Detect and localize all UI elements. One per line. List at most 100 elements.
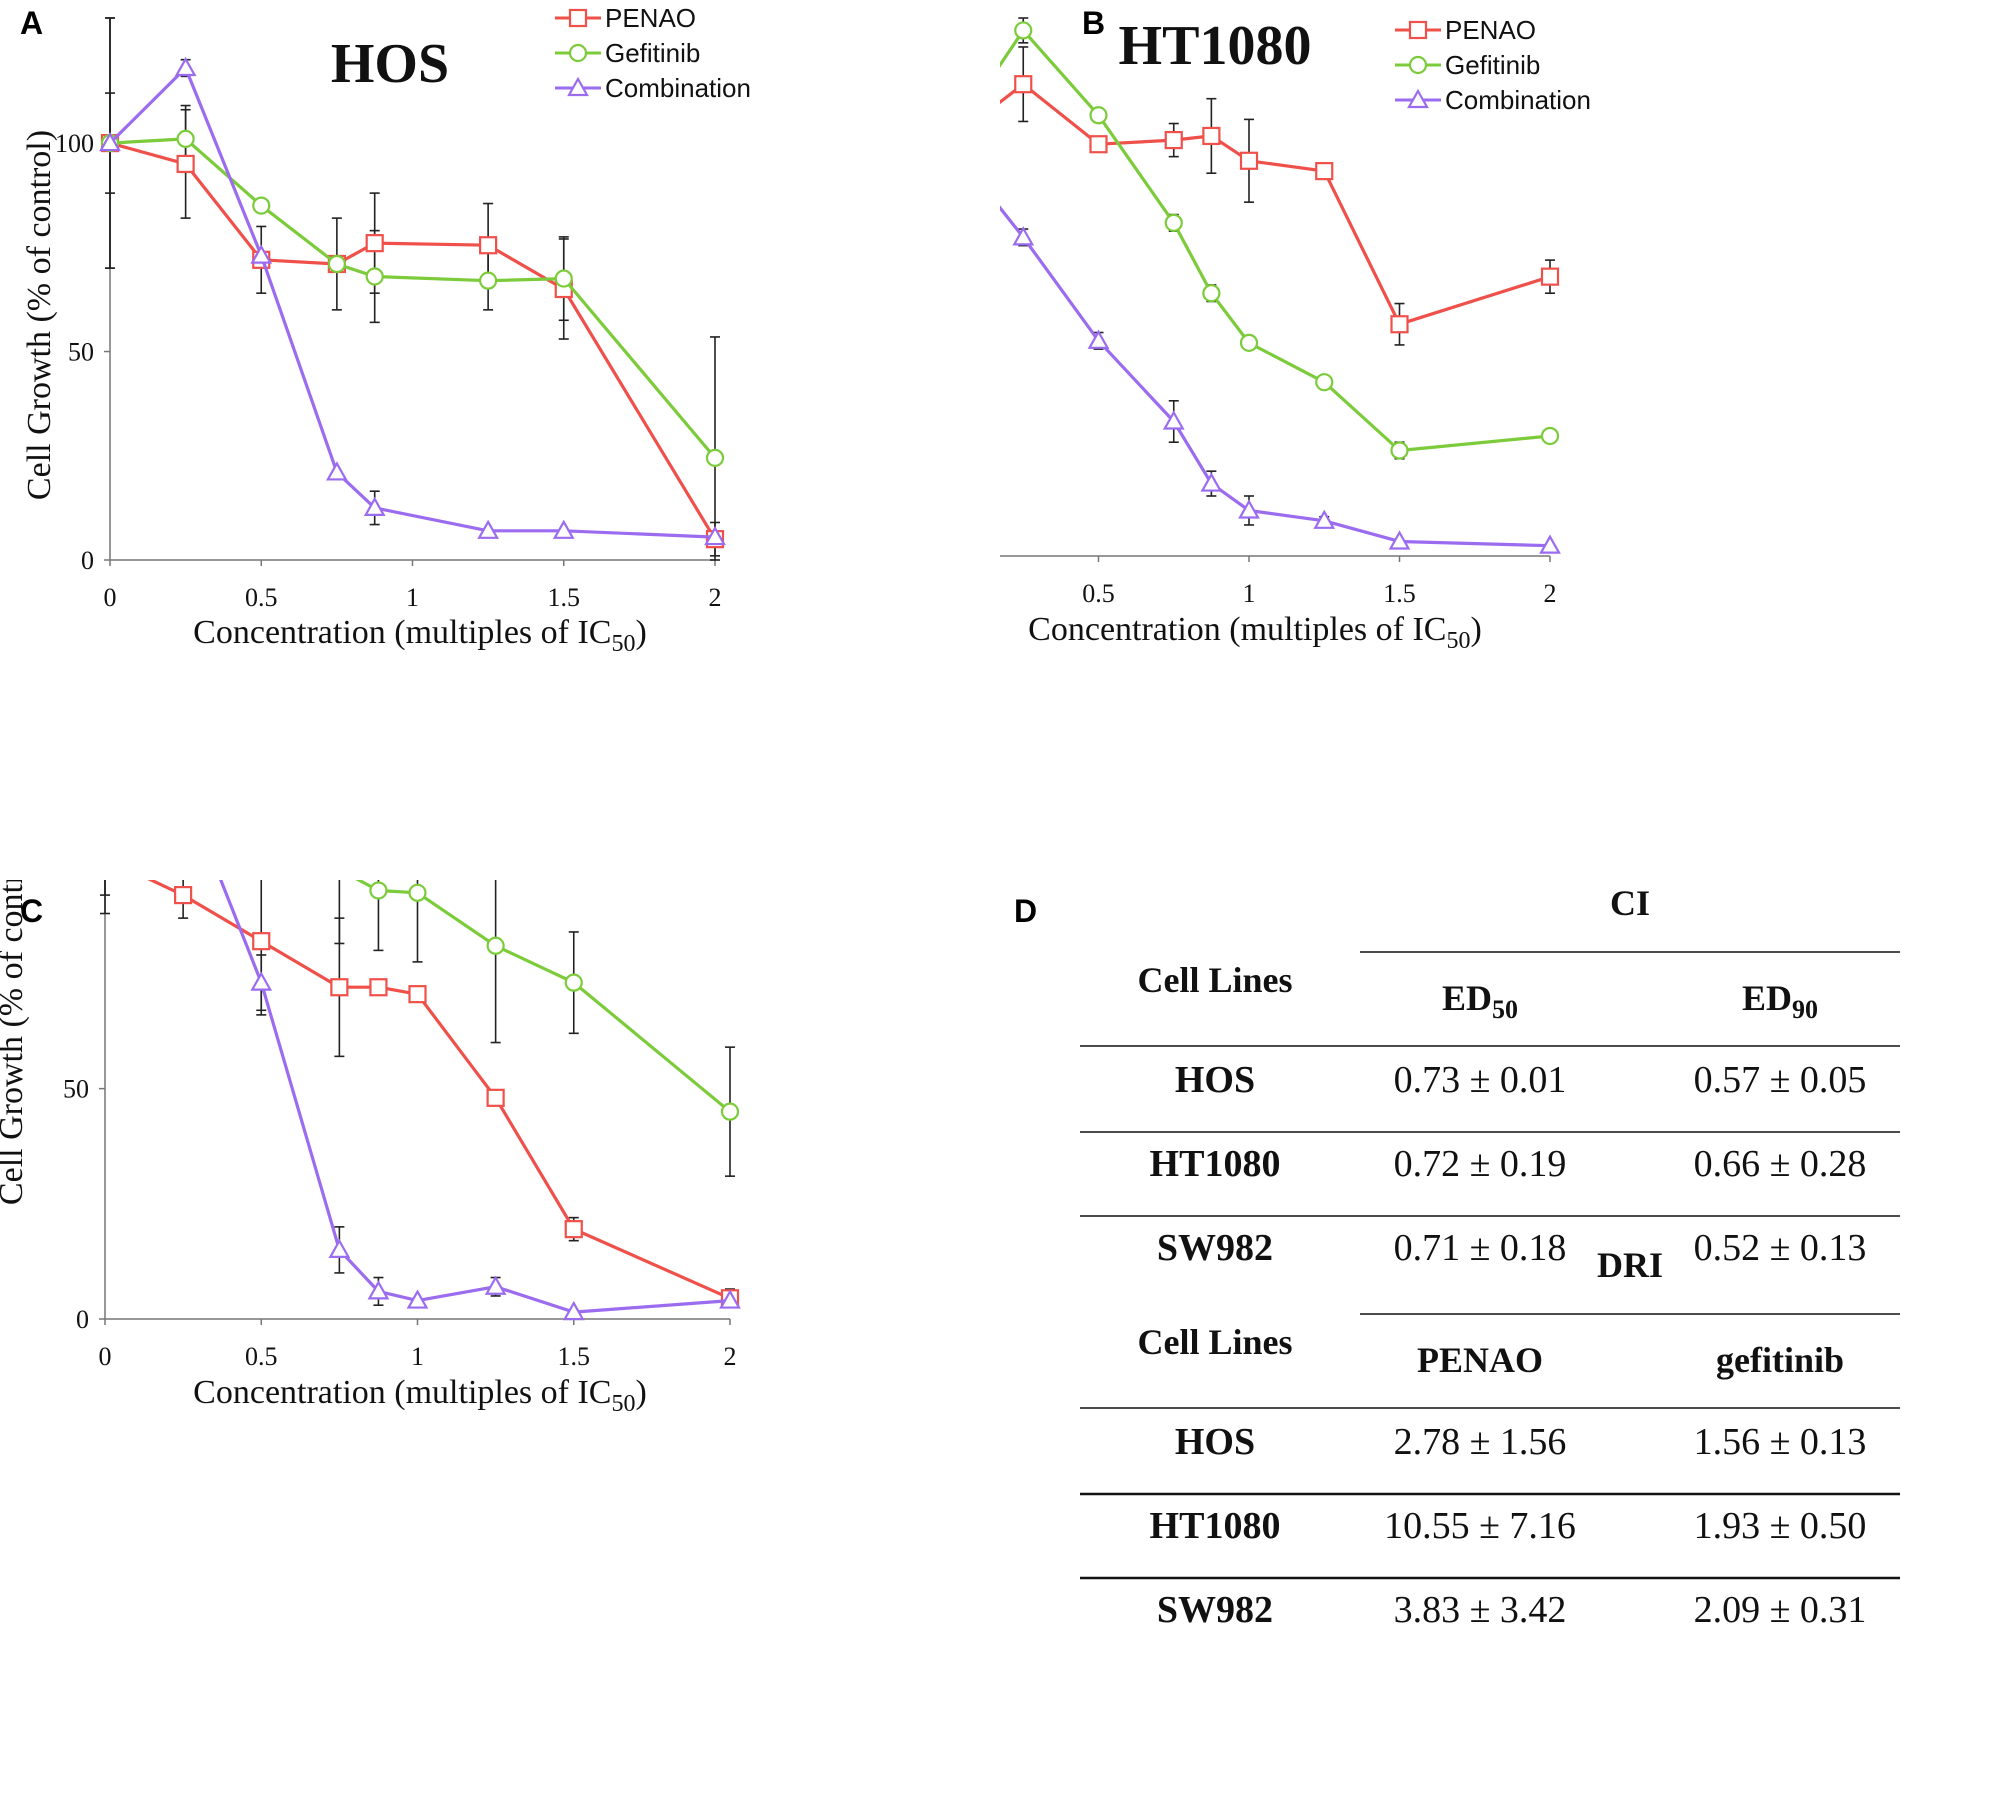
x-tick-label: 1.5 <box>558 1342 591 1371</box>
x-tick-label: 0.5 <box>245 583 278 612</box>
data-point-penao <box>1202 126 1221 146</box>
x-axis-label-subscript: 50 <box>1446 628 1470 654</box>
data-point-gefitinib <box>1239 333 1259 352</box>
data-point-gefitinib <box>554 269 573 288</box>
legend-marker <box>568 43 588 63</box>
data-point-penao <box>174 885 193 905</box>
chart-title: HT1080 <box>1119 15 1312 77</box>
table-cell: 0.72 ± 0.19 <box>1394 1143 1567 1185</box>
x-axis-label: Concentration (multiples of IC50) <box>193 614 647 657</box>
x-tick-label: 1.5 <box>1383 579 1416 608</box>
table-row-label: HT1080 <box>1150 1505 1281 1547</box>
data-point-combination <box>477 519 500 539</box>
data-point-combination <box>1238 499 1260 519</box>
data-point-combination <box>174 56 197 77</box>
data-point-gefitinib <box>564 973 583 992</box>
data-point-gefitinib <box>369 881 388 900</box>
table-cell: 0.66 ± 0.28 <box>1694 1143 1867 1185</box>
data-point-combination <box>250 244 273 264</box>
data-point-combination <box>406 1289 429 1309</box>
data-point-combination <box>1539 534 1561 554</box>
x-axis-label: Concentration (multiples of IC50) <box>1028 611 1482 654</box>
table-row-label: SW982 <box>1157 1589 1273 1631</box>
data-point-penao <box>1540 267 1560 286</box>
table-column-header-subscript: 50 <box>1492 995 1518 1024</box>
x-axis-label-main: Concentration (multiples of IC <box>193 614 611 651</box>
data-point-penao <box>1164 130 1183 150</box>
x-tick-label: 1.5 <box>548 583 581 612</box>
x-axis-label-main: Concentration (multiples of IC <box>1028 611 1446 648</box>
legend-label: PENAO <box>1445 15 1536 45</box>
data-point-combination <box>1162 410 1185 430</box>
data-point-combination <box>562 1300 585 1321</box>
data-point-combination <box>1388 530 1411 550</box>
x-axis-label-end: ) <box>635 614 646 651</box>
table-cell: 1.93 ± 0.50 <box>1694 1505 1867 1547</box>
data-point-combination <box>250 971 273 991</box>
y-tick-label: 50 <box>63 1075 89 1104</box>
panel-letter-c: C <box>20 893 43 929</box>
table-row-header: Cell Lines <box>1137 960 1292 1000</box>
table-column-header-main: ED <box>1742 978 1792 1018</box>
table-column-header: ED90 <box>1742 978 1818 1024</box>
table-column-header-main: PENAO <box>1417 1340 1543 1380</box>
data-point-combination <box>99 131 121 152</box>
x-tick-label: 2 <box>709 583 722 612</box>
y-tick-label: 0 <box>76 1305 89 1334</box>
data-point-gefitinib <box>408 883 427 902</box>
data-point-penao <box>365 234 384 253</box>
table-cell: 2.09 ± 0.31 <box>1694 1589 1867 1631</box>
y-axis-label: Cell Growth (% of control) <box>21 130 58 500</box>
data-point-penao <box>176 154 195 174</box>
data-point-gefitinib <box>1540 426 1560 446</box>
data-point-gefitinib <box>365 267 384 286</box>
data-point-gefitinib <box>1164 213 1183 232</box>
data-point-combination <box>1200 472 1223 492</box>
data-point-penao <box>1390 315 1409 334</box>
y-tick-label: 0 <box>81 546 94 575</box>
table-section-title: DRI <box>1597 1245 1663 1285</box>
data-point-gefitinib <box>486 936 505 955</box>
table-column-header: PENAO <box>1417 1340 1543 1380</box>
legend-label: Gefitinib <box>1445 50 1540 80</box>
data-point-combination <box>719 1289 741 1309</box>
data-point-penao <box>252 932 271 951</box>
table-row-label: HOS <box>1175 1421 1255 1463</box>
y-axis-label: Cell Growth (% of control) <box>0 880 30 1205</box>
data-point-penao <box>1315 162 1334 181</box>
data-point-penao <box>408 985 427 1004</box>
data-point-gefitinib <box>720 1102 740 1121</box>
x-tick-label: 0.5 <box>1082 579 1115 608</box>
data-point-penao <box>1089 135 1108 154</box>
table-column-header: ED50 <box>1442 978 1518 1024</box>
series-line-combination <box>1000 205 1551 548</box>
x-axis-label-main: Concentration (multiples of IC <box>193 1374 611 1411</box>
data-point-gefitinib <box>479 271 498 290</box>
x-axis-label: Concentration (multiples of IC50) <box>193 1374 647 1417</box>
table-row-label: HOS <box>1175 1059 1255 1101</box>
table-cell: 2.78 ± 1.56 <box>1394 1421 1567 1463</box>
data-point-penao <box>479 236 498 255</box>
table-column-header: gefitinib <box>1716 1340 1844 1380</box>
x-tick-label: 0 <box>104 583 117 612</box>
table-row-header: Cell Lines <box>1137 1322 1292 1362</box>
table-section-title: CI <box>1610 883 1650 923</box>
table-cell: 0.73 ± 0.01 <box>1394 1059 1567 1101</box>
data-point-penao <box>1239 151 1259 170</box>
data-point-penao <box>369 978 388 997</box>
legend-marker <box>568 8 588 28</box>
chart-title: HOS <box>331 33 449 95</box>
table-row-label: HT1080 <box>1150 1143 1281 1185</box>
data-point-combination <box>552 519 575 539</box>
legend-label: Combination <box>1445 85 1591 115</box>
data-point-combination <box>367 1280 390 1300</box>
data-point-penao <box>330 978 349 997</box>
data-point-gefitinib <box>1315 373 1334 392</box>
series-line-penao <box>1000 82 1551 326</box>
x-tick-label: 1 <box>406 583 419 612</box>
series-line-penao <box>109 141 717 541</box>
data-point-penao <box>486 1088 505 1107</box>
series-line-gefitinib <box>355 880 732 1113</box>
